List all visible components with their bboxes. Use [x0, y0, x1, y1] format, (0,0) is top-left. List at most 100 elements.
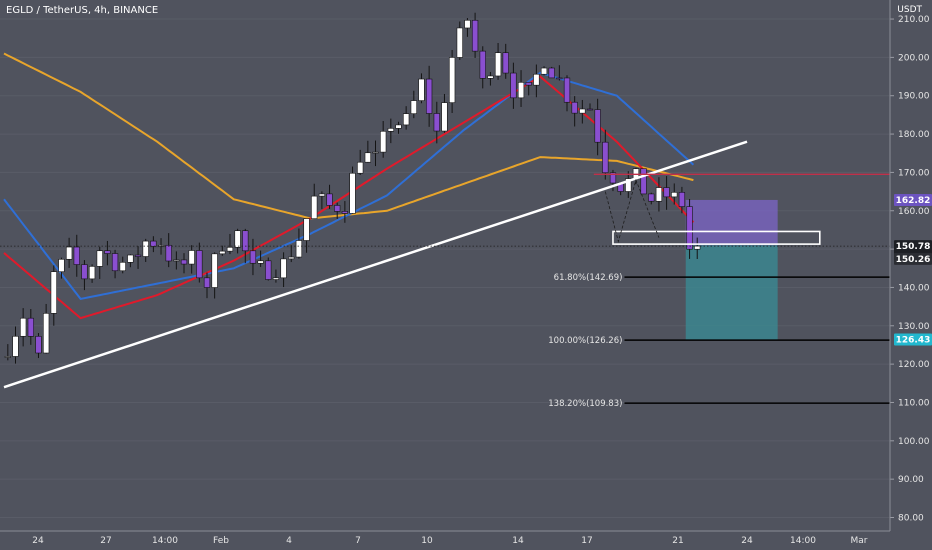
- time-tick-label: 14: [512, 536, 524, 546]
- candle-down: [479, 50, 486, 79]
- candle-down: [640, 168, 647, 195]
- candle-up: [50, 271, 57, 314]
- candle-up: [234, 230, 241, 248]
- candle-up: [380, 130, 387, 153]
- candle-up: [226, 247, 234, 252]
- price-tick-label: 90.00: [898, 475, 924, 485]
- candle-down: [471, 19, 479, 52]
- candle-up: [272, 277, 280, 280]
- target-price-tag-bg: [894, 333, 932, 346]
- candle-up: [4, 356, 11, 358]
- candle-up: [533, 73, 540, 86]
- candle-up: [464, 19, 471, 29]
- candle-up: [540, 67, 548, 75]
- candle-up: [20, 317, 27, 337]
- candle-down: [111, 253, 119, 272]
- price-tick-label: 110.00: [898, 398, 930, 408]
- currency-unit: USDT: [897, 5, 922, 15]
- candle-up: [303, 218, 310, 241]
- candle-up: [441, 102, 448, 132]
- candle-up: [211, 253, 218, 288]
- candle-up: [280, 258, 287, 279]
- time-tick-label: 4: [286, 536, 292, 546]
- candle-up: [418, 78, 425, 101]
- candle-down: [594, 109, 601, 143]
- candle-up: [119, 262, 126, 272]
- candle-down: [81, 264, 88, 280]
- candle-up: [357, 161, 364, 174]
- candle-up: [349, 172, 356, 214]
- candle-up: [96, 250, 103, 267]
- candle-up: [364, 152, 371, 163]
- time-tick-label: Feb: [213, 536, 229, 546]
- price-tick-label: 190.00: [898, 92, 930, 102]
- fib-anchor-path: [604, 178, 660, 243]
- candle-up: [65, 246, 73, 260]
- price-tick-label: 80.00: [898, 514, 924, 524]
- symbol-title: EGLD / TetherUS, 4h, BINANCE: [6, 5, 159, 16]
- candle-down: [433, 113, 440, 132]
- candle-up: [318, 193, 326, 197]
- take-profit-zone: [685, 245, 778, 340]
- time-axis[interactable]: 24 27 14:00 Feb 4 7 10 14 17 21 24 14:00 Mar: [0, 530, 890, 546]
- candle-down: [563, 77, 571, 103]
- candle-down: [249, 250, 257, 264]
- ema-mid-line: [3, 71, 695, 300]
- price-tick-label: 210.00: [898, 15, 930, 25]
- candle-up: [387, 128, 394, 132]
- price-axis[interactable]: 80.00 90.00 100.00 110.00 120.00 130.00 140.00…: [889, 0, 930, 531]
- candle-up: [127, 254, 134, 263]
- candle-down: [686, 206, 693, 250]
- target-price-tag: 126.43: [896, 335, 931, 345]
- fib-label-0: 61.80%(142.69): [554, 273, 623, 283]
- candles-layer: [4, 12, 701, 364]
- candle-down: [134, 254, 142, 257]
- candle-down: [27, 317, 34, 337]
- candle-up: [295, 240, 303, 258]
- candle-up: [403, 113, 410, 126]
- candle-down: [73, 246, 80, 265]
- candle-up: [395, 124, 402, 129]
- support-trendline: [3, 140, 748, 389]
- candle-up: [12, 335, 19, 357]
- stop-price-tag-bg: [894, 193, 932, 206]
- price-tick-label: 200.00: [898, 53, 930, 63]
- time-tick-label: 10: [421, 536, 433, 546]
- candle-down: [502, 52, 509, 74]
- candle-up: [188, 250, 195, 265]
- candle-down: [648, 193, 655, 202]
- indicator-lines: [3, 52, 695, 320]
- candle-up: [88, 266, 96, 280]
- candle-down: [334, 205, 341, 212]
- line-price-tag: 150.26: [896, 255, 931, 265]
- candle-down: [150, 240, 157, 247]
- drawing-overlays: 61.80%(142.69) 100.00%(126.26) 138.20%(109…: [0, 140, 890, 409]
- candle-up: [517, 82, 525, 99]
- candle-up: [655, 187, 663, 202]
- candle-down: [326, 193, 333, 206]
- candle-up: [58, 258, 65, 273]
- candle-down: [510, 72, 517, 99]
- candle-down: [586, 108, 594, 111]
- candle-down: [35, 336, 42, 354]
- candle-up: [219, 250, 226, 255]
- fib-label-2: 138.20%(109.83): [548, 399, 622, 409]
- candle-up: [410, 100, 417, 114]
- time-tick-label: 21: [672, 536, 683, 546]
- price-tick-label: 120.00: [898, 360, 930, 370]
- candle-up: [487, 75, 494, 79]
- candle-down: [203, 277, 211, 288]
- price-tick-label: 100.00: [898, 437, 930, 447]
- candle-down: [609, 172, 617, 184]
- candle-down: [425, 78, 433, 114]
- price-tick-label: 160.00: [898, 207, 930, 217]
- stop-loss-zone: [685, 199, 778, 246]
- candle-down: [678, 192, 686, 207]
- time-tick-label: 7: [355, 536, 361, 546]
- candle-down: [571, 101, 578, 114]
- candle-down: [548, 67, 555, 79]
- grid-layer: [0, 18, 890, 518]
- candle-up: [448, 57, 456, 103]
